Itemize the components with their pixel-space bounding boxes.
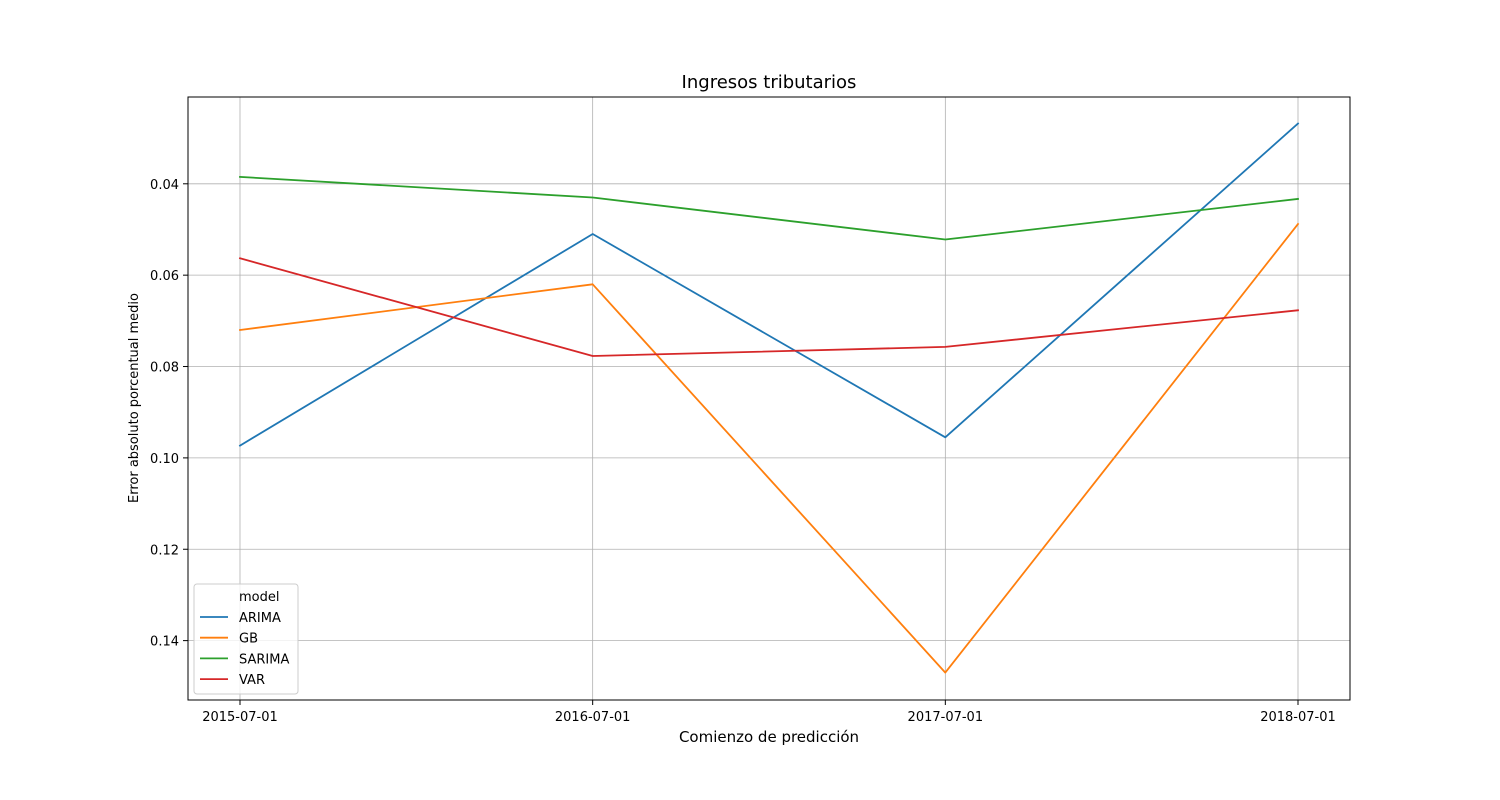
y-tick-label: 0.06 (150, 269, 179, 284)
x-tick-label: 2018-07-01 (1260, 710, 1336, 725)
legend-label-arima: ARIMA (239, 611, 281, 626)
plot-area-frame (187, 96, 1351, 701)
legend-title: model (239, 590, 279, 605)
x-axis-title: Comienzo de predicción (679, 728, 859, 746)
series-lines (238, 122, 1300, 674)
chart-title: Ingresos tributarios (682, 72, 857, 93)
series-line-gb (238, 222, 1300, 674)
x-tick-label: 2015-07-01 (202, 710, 278, 725)
y-tick-label: 0.14 (150, 635, 179, 650)
series-line-arima (238, 122, 1300, 447)
series-line-var (238, 257, 1299, 357)
x-tick-label: 2017-07-01 (908, 710, 984, 725)
y-tick-label: 0.08 (150, 361, 179, 376)
legend-label-sarima: SARIMA (239, 652, 289, 667)
legend-label-gb: GB (239, 632, 258, 647)
axis-ticks: 2015-07-01 2016-07-01 2017-07-01 2018-07-01… (150, 178, 1336, 725)
legend: model ARIMA GB SARIMA VAR (193, 583, 299, 695)
y-tick-label: 0.12 (150, 543, 179, 558)
y-tick-label: 0.04 (150, 178, 179, 193)
series-line-sarima (239, 175, 1299, 241)
grid-lines (188, 97, 1350, 700)
y-tick-label: 0.10 (150, 452, 179, 467)
legend-label-var: VAR (239, 673, 265, 688)
y-axis-title: Error absoluto porcentual medio (127, 293, 142, 503)
legend-box (193, 583, 299, 695)
x-tick-label: 2016-07-01 (555, 710, 631, 725)
